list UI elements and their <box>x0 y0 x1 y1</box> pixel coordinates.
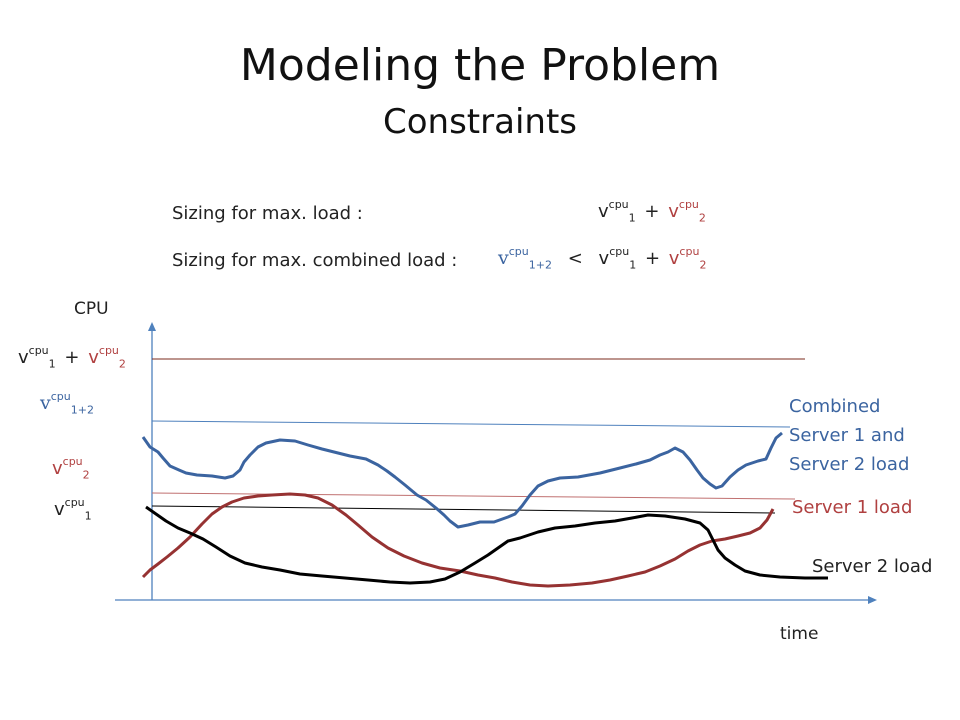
legend-server2: Server 2 load <box>812 556 933 577</box>
combined-peak-level-label: vcpu1+2 <box>40 390 94 417</box>
x-axis-arrow <box>868 596 877 604</box>
server2-load-curve <box>145 505 828 585</box>
combined-load-label: Sizing for max. combined load : <box>172 250 458 271</box>
server2-peak-line <box>151 492 796 500</box>
x-axis-label: time <box>780 624 819 644</box>
inequality-expression: vcpu1+2 < vcpu1 + vcpu2 <box>498 245 707 272</box>
max-load-label: Sizing for max. load : <box>172 203 363 224</box>
legend-combined: Combined Server 1 and Server 2 load <box>789 396 910 475</box>
y-axis-arrow <box>148 322 156 331</box>
v-symbol: v <box>598 201 609 222</box>
server1-peak-level-label: vcpu1 <box>54 496 92 523</box>
y-axis-label: CPU <box>74 299 109 319</box>
legend-server1: Server 1 load <box>792 497 913 518</box>
slide-title: Modeling the Problem <box>239 40 721 91</box>
combined-peak-line <box>151 420 791 428</box>
plus-sign: + <box>644 201 660 222</box>
server1-load-curve <box>141 492 775 588</box>
less-than-sign: < <box>567 248 583 269</box>
slide-subtitle: Constraints <box>383 102 577 142</box>
sum-expression-1: vcpu1 + vcpu2 <box>598 198 706 225</box>
sum-level-label: vcpu1 + vcpu2 <box>18 344 126 371</box>
server1-peak-line <box>151 505 776 514</box>
server2-peak-level-label: vcpu2 <box>52 455 90 482</box>
combined-load-curve <box>141 431 783 529</box>
